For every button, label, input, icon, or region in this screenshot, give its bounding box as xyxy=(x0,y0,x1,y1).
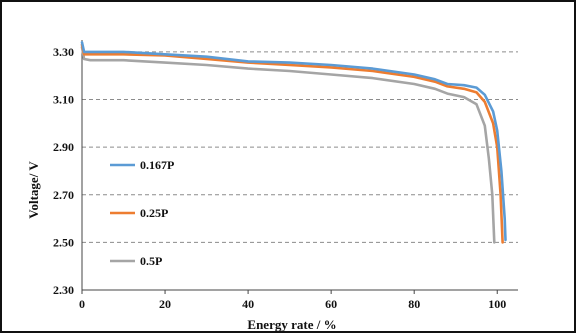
legend-label: 0.25P xyxy=(140,206,168,220)
legend-label: 0.167P xyxy=(140,158,174,172)
axes xyxy=(81,40,518,294)
series-line-0.5P xyxy=(80,45,496,244)
y-tick-label: 2.70 xyxy=(53,188,74,202)
y-tick-label: 2.50 xyxy=(53,235,74,249)
x-axis-title: Energy rate / % xyxy=(247,317,336,332)
x-tick-label: 60 xyxy=(325,297,337,311)
tick-labels: 2.30 2.50 2.70 2.90 3.10 3.30 0 20 40 60 80 100 xyxy=(53,45,506,311)
legend: 0.167P 0.25P 0.5P xyxy=(110,158,174,268)
y-tick-label: 2.90 xyxy=(53,140,74,154)
legend-label: 0.5P xyxy=(140,254,162,268)
x-tick-label: 20 xyxy=(159,297,171,311)
y-tick-label: 3.30 xyxy=(53,45,74,59)
y-axis-title: Voltage/ V xyxy=(26,161,41,219)
x-tick-label: 80 xyxy=(408,297,420,311)
series-line-0.25P xyxy=(80,43,504,244)
y-tick-label: 3.10 xyxy=(53,93,74,107)
x-tick-label: 100 xyxy=(488,297,506,311)
x-tick-label: 0 xyxy=(79,297,85,311)
x-tick-label: 40 xyxy=(242,297,254,311)
y-tick-label: 2.30 xyxy=(53,283,74,297)
gridlines xyxy=(82,51,518,243)
series-line-0.167P xyxy=(80,41,507,242)
series-lines xyxy=(80,41,507,244)
